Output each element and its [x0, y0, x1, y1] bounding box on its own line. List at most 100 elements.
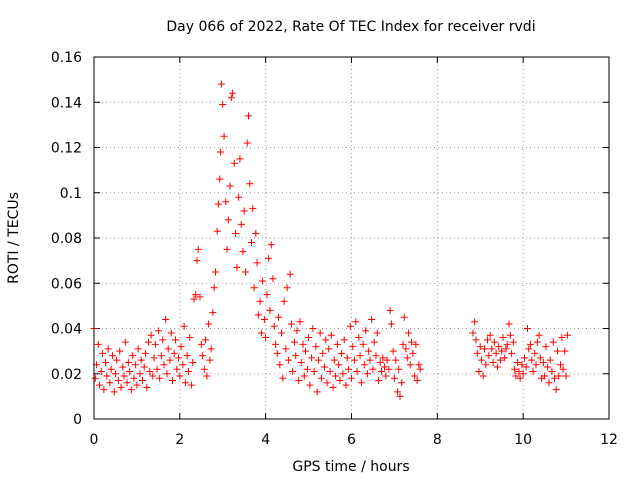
- data-point: [309, 325, 317, 332]
- data-point: [372, 352, 380, 360]
- y-tick-label: 0.04: [51, 322, 82, 338]
- data-point: [100, 386, 108, 394]
- y-tick-label: 0.12: [51, 141, 82, 157]
- data-point: [541, 372, 549, 380]
- data-point: [180, 322, 188, 330]
- data-point: [241, 268, 249, 276]
- data-point: [113, 356, 121, 364]
- data-point: [389, 347, 397, 355]
- data-point: [97, 367, 105, 375]
- y-tick-label: 0.1: [60, 186, 82, 202]
- data-point: [121, 338, 129, 346]
- data-point: [495, 343, 503, 351]
- data-point: [406, 361, 414, 369]
- data-point: [214, 200, 222, 208]
- data-point: [559, 365, 567, 373]
- data-point: [229, 89, 237, 97]
- data-point: [94, 340, 102, 348]
- data-point: [499, 334, 507, 342]
- data-point: [482, 361, 490, 369]
- data-point: [488, 345, 496, 353]
- data-point: [399, 340, 407, 348]
- data-point: [206, 356, 214, 364]
- data-point: [145, 338, 153, 346]
- data-point: [416, 365, 424, 373]
- data-point: [496, 356, 504, 364]
- data-point: [176, 372, 184, 380]
- plot-frame: [93, 56, 610, 420]
- data-point: [378, 367, 386, 375]
- data-point: [493, 363, 501, 371]
- data-point: [353, 367, 361, 375]
- data-point: [140, 363, 148, 371]
- data-point: [498, 347, 506, 355]
- data-point: [296, 318, 304, 326]
- data-point: [256, 297, 264, 305]
- x-tick-label: 6: [347, 432, 356, 448]
- data-point: [232, 229, 240, 237]
- data-point: [224, 216, 232, 224]
- y-tick-label: 0.06: [51, 276, 82, 292]
- data-point: [313, 388, 321, 396]
- data-point: [150, 354, 158, 362]
- data-point: [400, 313, 408, 321]
- data-point: [342, 381, 350, 389]
- data-point: [299, 340, 307, 348]
- data-point: [542, 343, 550, 351]
- data-point: [362, 327, 370, 335]
- data-point: [325, 345, 333, 353]
- data-point: [142, 349, 149, 357]
- data-point: [260, 315, 268, 323]
- x-tick-label: 10: [514, 432, 532, 448]
- data-point: [536, 354, 544, 362]
- data-point: [390, 374, 398, 382]
- data-point: [253, 259, 261, 267]
- data-point: [107, 365, 115, 373]
- data-point: [279, 374, 287, 382]
- data-point: [535, 331, 543, 339]
- data-point: [490, 338, 498, 346]
- data-point: [562, 372, 570, 380]
- data-point: [305, 334, 313, 342]
- data-point: [392, 356, 400, 364]
- data-point: [276, 361, 284, 369]
- data-point: [179, 361, 187, 369]
- data-point: [108, 352, 116, 360]
- data-point: [220, 132, 228, 140]
- data-point: [197, 340, 205, 348]
- data-point: [357, 379, 365, 387]
- data-point: [526, 340, 534, 348]
- data-point: [222, 198, 230, 206]
- data-point: [373, 329, 381, 337]
- data-point: [343, 354, 351, 362]
- data-point: [395, 365, 403, 373]
- data-point: [336, 377, 344, 385]
- data-point: [257, 329, 265, 337]
- data-point: [387, 320, 395, 328]
- data-point: [226, 182, 234, 190]
- data-point: [217, 80, 225, 88]
- data-point: [154, 327, 162, 335]
- data-point: [289, 367, 297, 375]
- data-point: [117, 383, 125, 391]
- data-point: [267, 241, 275, 249]
- data-point: [555, 372, 563, 380]
- data-point: [473, 349, 481, 357]
- data-point: [405, 329, 413, 337]
- data-point: [262, 334, 270, 342]
- data-point: [284, 356, 292, 364]
- data-point: [327, 331, 335, 339]
- data-point: [210, 284, 218, 292]
- x-tick-label: 0: [90, 432, 99, 448]
- data-point: [235, 193, 243, 201]
- data-point: [492, 349, 500, 357]
- data-point: [177, 343, 185, 351]
- data-point: [233, 263, 241, 271]
- data-point: [332, 372, 340, 380]
- data-point: [382, 372, 390, 380]
- data-point: [346, 322, 354, 330]
- data-point: [236, 155, 244, 163]
- data-point: [103, 372, 111, 380]
- data-point: [126, 367, 134, 375]
- data-point: [217, 148, 225, 156]
